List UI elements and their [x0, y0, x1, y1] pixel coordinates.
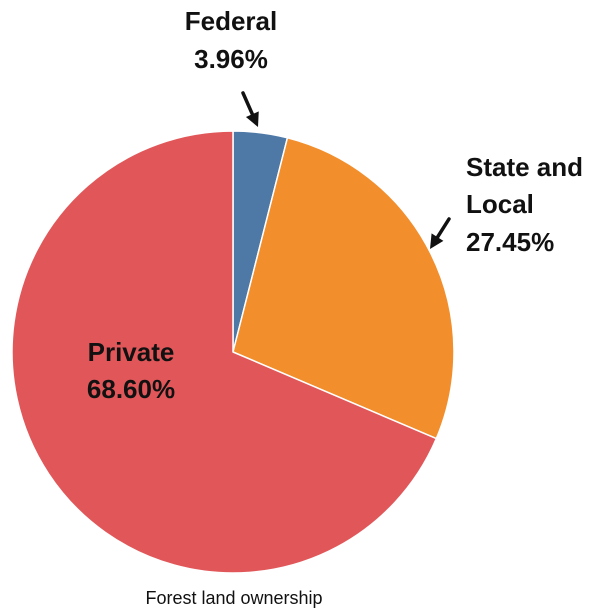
chart-caption: Forest land ownership [145, 588, 322, 608]
slice-label-federal-name: Federal [185, 6, 278, 36]
pie-slices [11, 130, 455, 574]
pie-slice-state-and-local [232, 137, 455, 440]
slice-label-federal-value: 3.96% [194, 44, 268, 74]
pie-slice-private [11, 130, 438, 574]
slice-label-private-value: 68.60% [87, 374, 175, 404]
arrow-federal [241, 91, 259, 127]
slice-label-private-name: Private [88, 337, 175, 367]
annotation-arrows [241, 91, 451, 249]
slice-label-state-local-value: 27.45% [466, 227, 554, 257]
slice-label-state-local-name-line2: Local [466, 189, 534, 219]
slice-label-state-local-name-line1: State and [466, 152, 583, 182]
arrow-state-local [430, 217, 451, 249]
